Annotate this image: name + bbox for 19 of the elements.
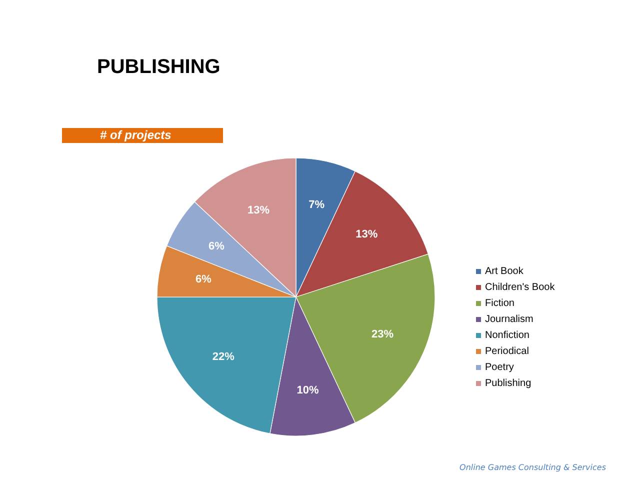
data-label: 22% — [212, 351, 235, 364]
legend-label: Publishing — [485, 378, 532, 389]
chart-subtitle: # of projects — [62, 128, 223, 143]
legend-label: Journalism — [485, 314, 534, 325]
legend-label: Children's Book — [485, 282, 556, 293]
legend-label: Fiction — [485, 298, 514, 309]
data-label: 23% — [371, 328, 394, 340]
data-label: 6% — [208, 240, 225, 252]
legend-label: Art Book — [485, 266, 524, 277]
legend-label: Poetry — [485, 362, 514, 373]
data-label: 13% — [248, 204, 270, 216]
data-label: 13% — [356, 228, 378, 241]
text: Online Games Consulting & Services — [460, 463, 606, 472]
data-label: 7% — [308, 199, 325, 212]
data-label: 6% — [195, 273, 212, 286]
chart-title: PUBLISHING — [97, 56, 220, 79]
legend-label: Nonfiction — [485, 330, 530, 341]
legend-label: Periodical — [485, 346, 529, 357]
data-label: 10% — [296, 384, 320, 397]
